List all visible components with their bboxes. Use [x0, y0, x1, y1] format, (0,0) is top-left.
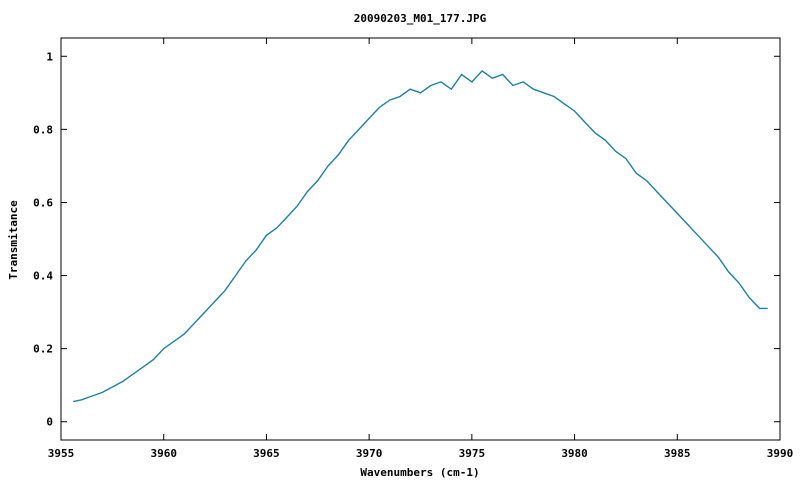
y-tick-label: 0.8 — [33, 123, 53, 136]
x-tick-label: 3970 — [356, 447, 383, 460]
x-tick-label: 3990 — [767, 447, 794, 460]
x-tick-label: 3980 — [561, 447, 588, 460]
series-layer — [73, 69, 768, 403]
plot-frame — [60, 37, 781, 441]
x-tick-label: 3965 — [253, 447, 280, 460]
axis-ticks: 3955 3960 3965 3970 3975 3980 3985 3990 0 0.2 0.4 0… — [33, 38, 793, 460]
x-tick-label: 3975 — [459, 447, 486, 460]
y-tick-label: 0.6 — [33, 196, 53, 209]
x-axis-label: Wavenumbers (cm-1) — [360, 466, 479, 479]
y-tick-label: 1 — [46, 50, 53, 63]
x-tick-label: 3955 — [48, 447, 75, 460]
series-line — [73, 69, 768, 403]
chart-title: 20090203_M01_177.JPG — [354, 12, 487, 25]
y-axis-label: Transmitance — [7, 200, 20, 280]
x-tick-label: 3985 — [664, 447, 691, 460]
x-tick-label: 3960 — [150, 447, 177, 460]
y-tick-label: 0.2 — [33, 343, 53, 356]
y-tick-label: 0.4 — [33, 270, 53, 283]
y-tick-label: 0 — [46, 416, 53, 429]
